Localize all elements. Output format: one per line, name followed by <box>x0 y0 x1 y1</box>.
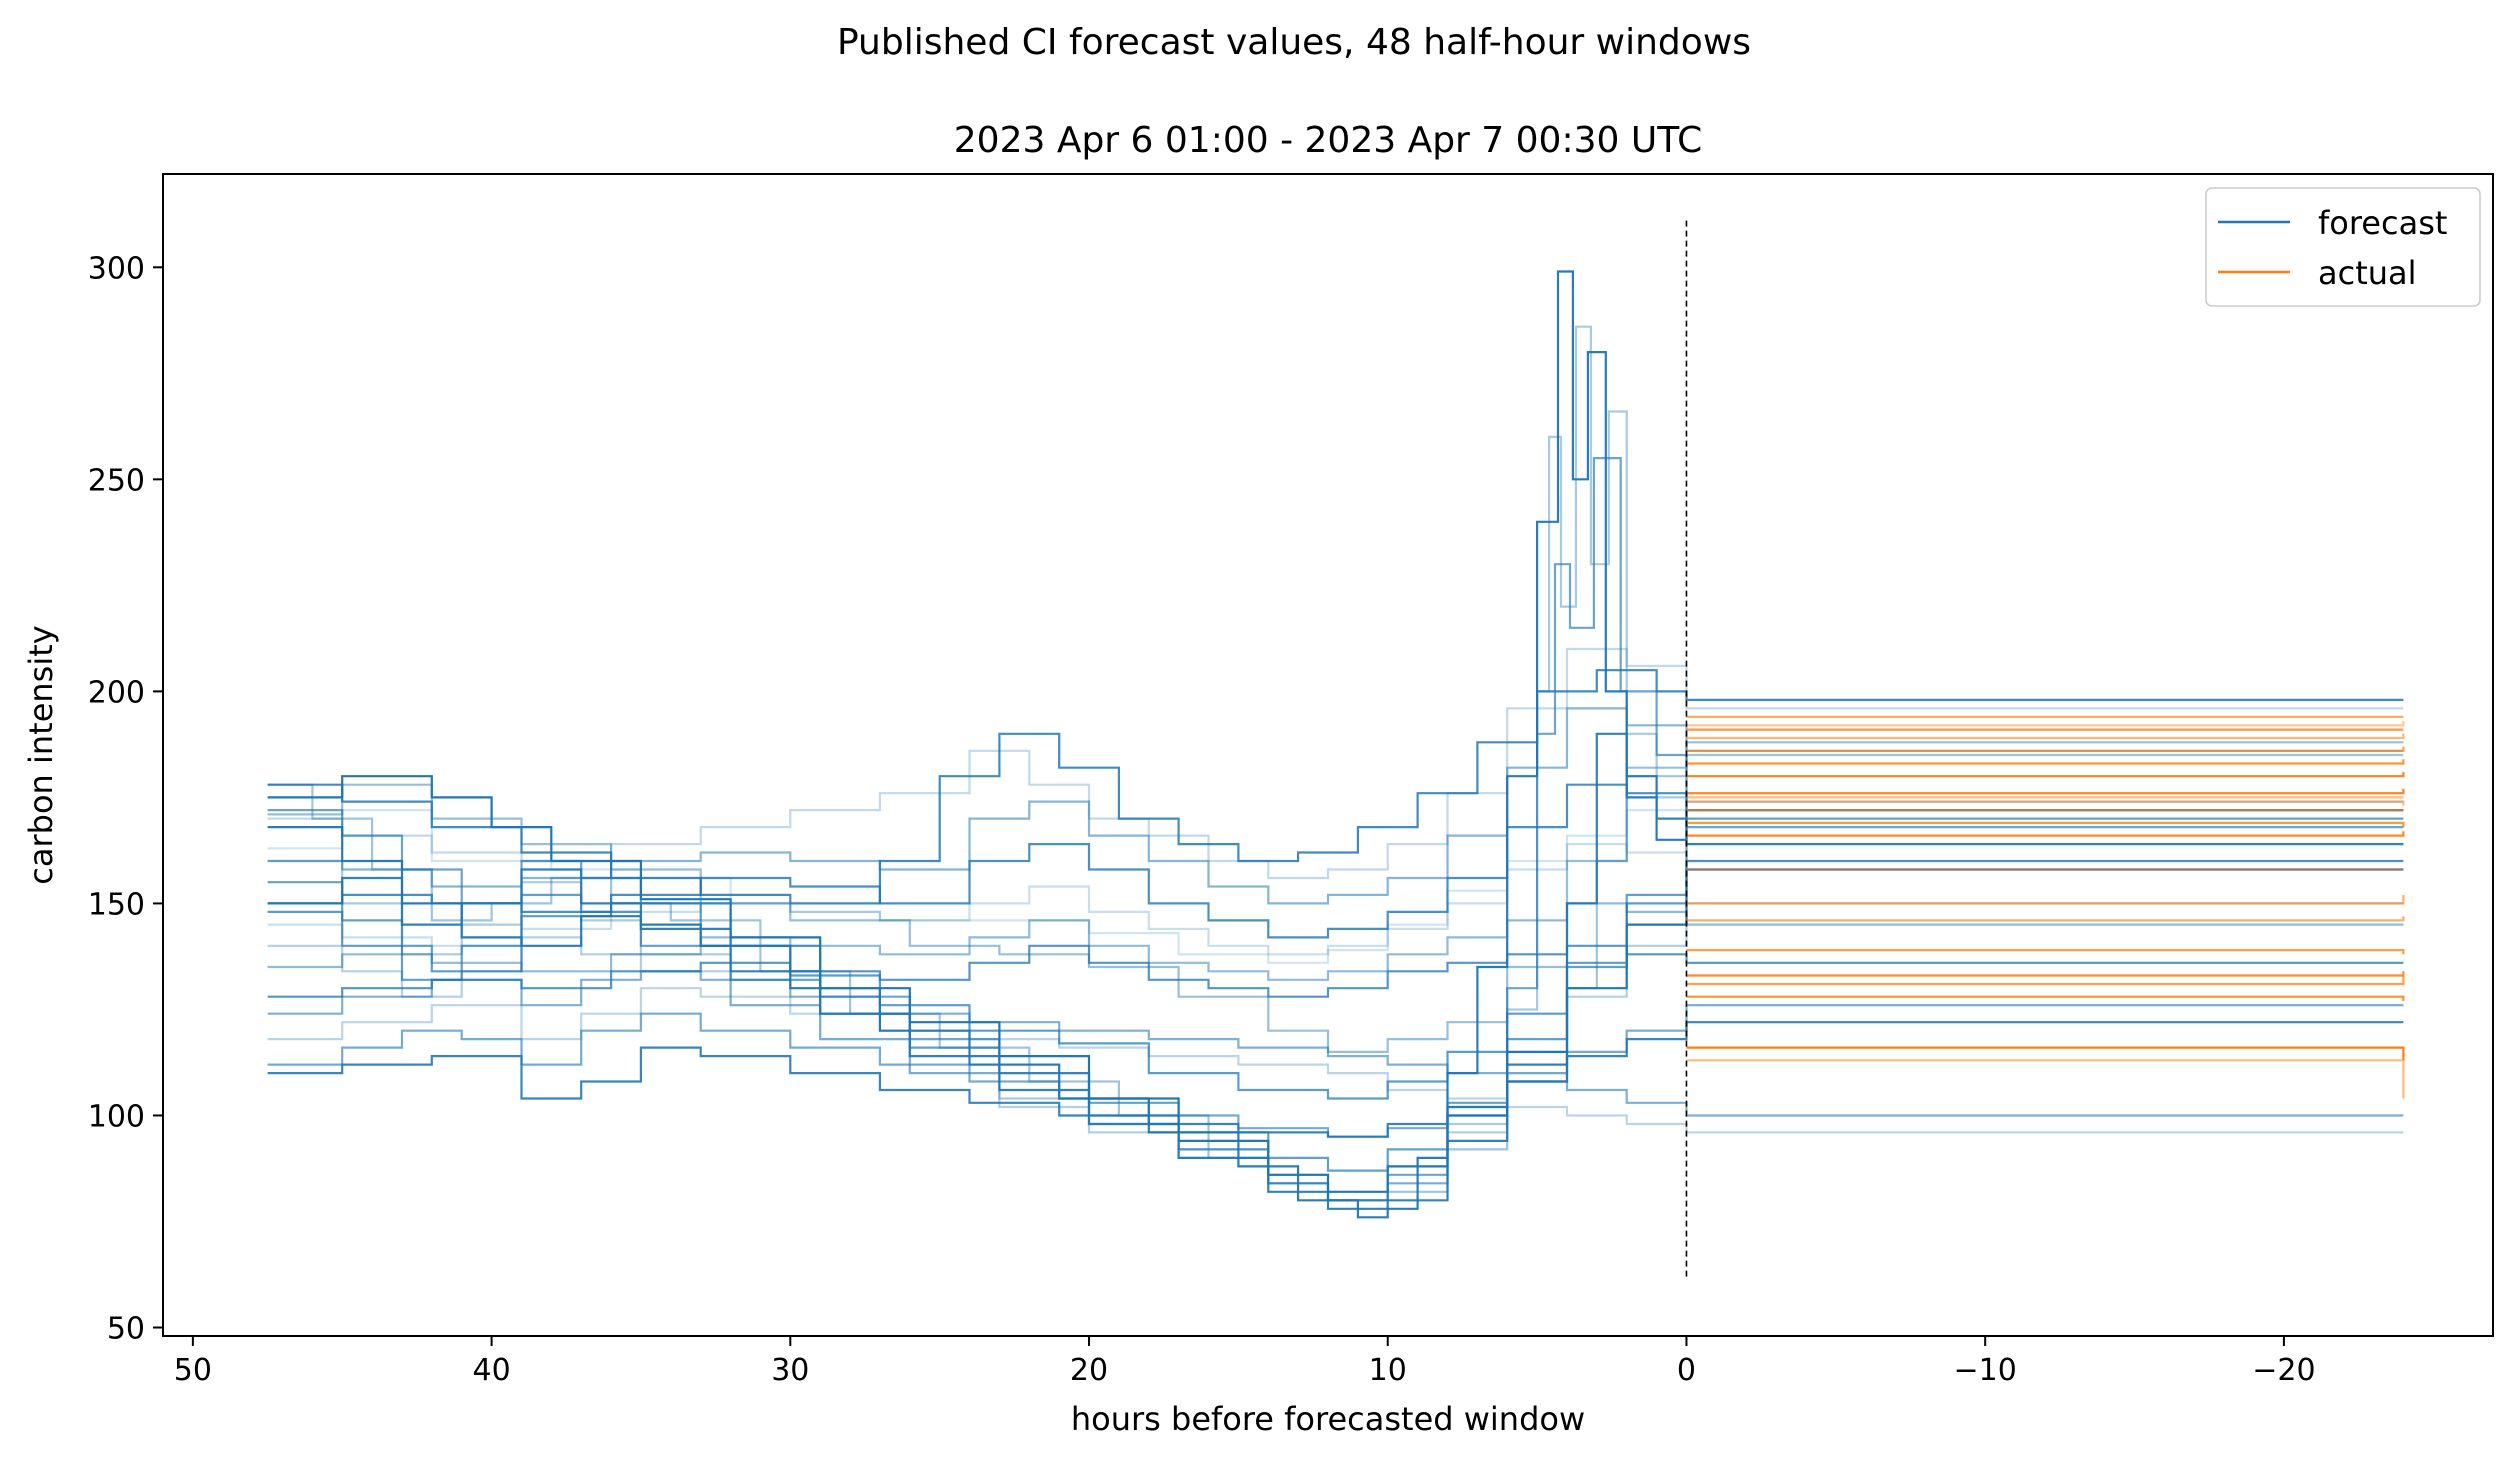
y-axis: 50 100 150 200 250 300 <box>88 251 163 1347</box>
actual-series-line <box>1686 772 2405 778</box>
y-axis-label: carbon intensity <box>22 625 60 884</box>
legend: forecast actual <box>2205 187 2481 307</box>
actual-series-line <box>1686 949 2405 955</box>
actual-series-line <box>1686 733 2405 740</box>
x-tick-label: 30 <box>771 1353 809 1388</box>
forecast-series-line <box>267 457 2404 1202</box>
forecast-series-line <box>267 902 2404 981</box>
x-tick-label: 0 <box>1677 1353 1696 1388</box>
x-tick-label: 50 <box>174 1353 212 1388</box>
actual-series-line <box>1686 975 2405 986</box>
actual-series-line <box>1686 916 2405 922</box>
x-tick-label: 20 <box>1070 1353 1108 1388</box>
actual-series-line <box>1686 759 2405 765</box>
actual-series-line <box>1686 746 2405 752</box>
forecast-series-line <box>267 741 2404 1053</box>
x-tick-label: 40 <box>472 1353 510 1388</box>
forecast-series-line <box>267 944 2404 998</box>
forecast-series-line <box>267 669 2404 905</box>
x-tick-label: −20 <box>2252 1353 2315 1388</box>
y-tick-label: 100 <box>88 1099 145 1134</box>
forecast-series-line <box>267 970 2404 1117</box>
plot-frame <box>162 173 2494 1337</box>
y-tick-label: 250 <box>88 463 145 498</box>
actual-series-line <box>1686 788 2405 795</box>
forecast-series-line <box>267 859 2404 1100</box>
y-tick-label: 300 <box>88 251 145 286</box>
forecast-series-line <box>267 647 2404 880</box>
actual-series-line <box>1686 1046 2405 1061</box>
legend-label-actual: actual <box>2318 254 2417 292</box>
x-axis: 50 40 30 20 10 0 −10 −20 <box>174 1336 2316 1388</box>
figure-suptitle: Published CI forecast values, 48 half-ho… <box>837 22 1751 63</box>
x-tick-label: 10 <box>1369 1353 1407 1388</box>
x-axis-label: hours before forecasted window <box>1071 1400 1585 1438</box>
y-tick-label: 150 <box>88 887 145 922</box>
actual-series-line <box>1686 995 2405 1001</box>
x-tick-label: −10 <box>1954 1353 2017 1388</box>
forecast-series-line <box>267 783 2404 939</box>
y-tick-label: 50 <box>107 1312 145 1347</box>
actual-series-line <box>1686 821 2405 828</box>
legend-box <box>2205 187 2481 307</box>
forecast-series-line <box>267 902 2404 1202</box>
forecast-series-line <box>267 987 2404 1134</box>
y-tick-label: 200 <box>88 675 145 710</box>
forecast-series-line <box>267 707 2404 905</box>
actual-series-line <box>1686 894 2405 905</box>
actual-series-line <box>1686 1059 2405 1099</box>
actual-series-line <box>1686 800 2405 806</box>
legend-label-forecast: forecast <box>2318 204 2447 242</box>
actual-series-line <box>1686 721 2405 727</box>
actual-series-line <box>1686 971 2405 977</box>
chart-title: 2023 Apr 6 01:00 - 2023 Apr 7 00:30 UTC <box>954 120 1702 161</box>
actual-series-line <box>1686 831 2405 837</box>
plot-area <box>267 270 2405 1219</box>
forecast-series-line <box>267 843 2404 956</box>
